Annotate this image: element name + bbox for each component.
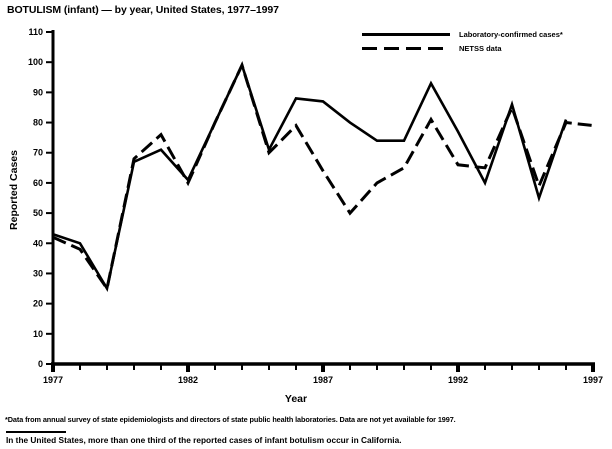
legend-item-lab-confirmed: Laboratory-confirmed cases*	[362, 27, 563, 41]
svg-text:Reported Cases: Reported Cases	[8, 150, 20, 230]
footnote-data-source: *Data from annual survey of state epidem…	[5, 415, 456, 424]
legend-label-netss: NETSS data	[459, 43, 502, 53]
legend-label-lab-confirmed: Laboratory-confirmed cases*	[459, 29, 563, 39]
footnote-divider	[6, 431, 66, 433]
svg-text:30: 30	[33, 268, 43, 278]
chart-legend: Laboratory-confirmed cases* NETSS data	[362, 27, 563, 55]
svg-text:60: 60	[33, 178, 43, 188]
legend-item-netss: NETSS data	[362, 41, 563, 55]
chart-title: BOTULISM (infant) — by year, United Stat…	[7, 4, 279, 16]
footnote-california: In the United States, more than one thir…	[6, 435, 402, 445]
solid-line-swatch	[362, 32, 450, 36]
svg-text:100: 100	[28, 57, 43, 67]
svg-text:0: 0	[38, 359, 43, 369]
svg-text:70: 70	[33, 148, 43, 158]
svg-text:80: 80	[33, 118, 43, 128]
dashed-line-swatch	[362, 46, 450, 50]
svg-text:1977: 1977	[43, 375, 63, 385]
svg-text:20: 20	[33, 299, 43, 309]
svg-text:110: 110	[28, 27, 43, 37]
svg-text:1997: 1997	[583, 375, 603, 385]
svg-text:50: 50	[33, 208, 43, 218]
svg-text:1992: 1992	[448, 375, 468, 385]
svg-text:Year: Year	[285, 393, 307, 405]
svg-text:1987: 1987	[313, 375, 333, 385]
svg-text:90: 90	[33, 87, 43, 97]
svg-text:10: 10	[33, 329, 43, 339]
svg-text:40: 40	[33, 238, 43, 248]
svg-text:1982: 1982	[178, 375, 198, 385]
